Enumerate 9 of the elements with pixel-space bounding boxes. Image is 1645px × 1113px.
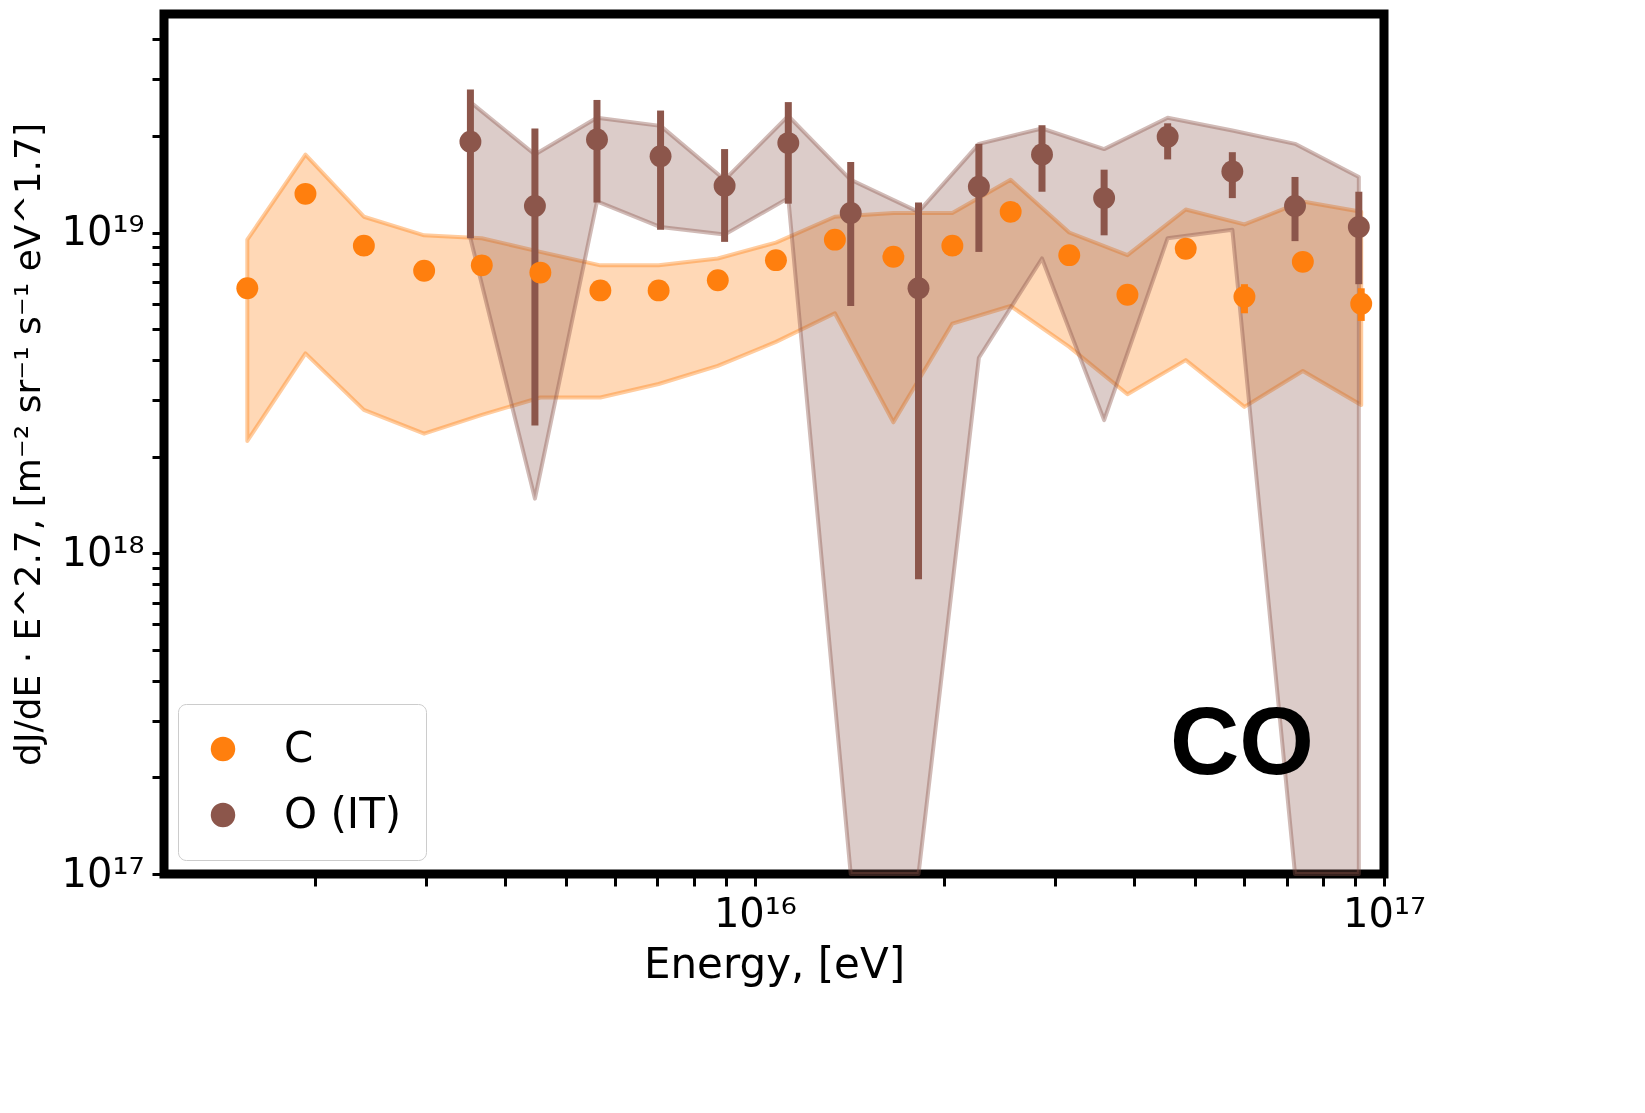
legend-label: O (IT) [284,789,402,838]
y-tick-label: 10¹⁹ [61,208,145,255]
x-axis-title: Energy, [eV] [643,938,906,988]
y-tick-label: 10¹⁸ [61,528,145,575]
x-tick-label: 10¹⁶ [713,889,797,936]
legend-label: C [284,723,314,772]
y-axis-title: dJ/dE · E^2.7, [m⁻² sr⁻¹ s⁻¹ eV^1.7] [6,123,48,766]
annotation: CO [1170,687,1314,794]
y-tick-label: 10¹⁷ [61,849,145,896]
